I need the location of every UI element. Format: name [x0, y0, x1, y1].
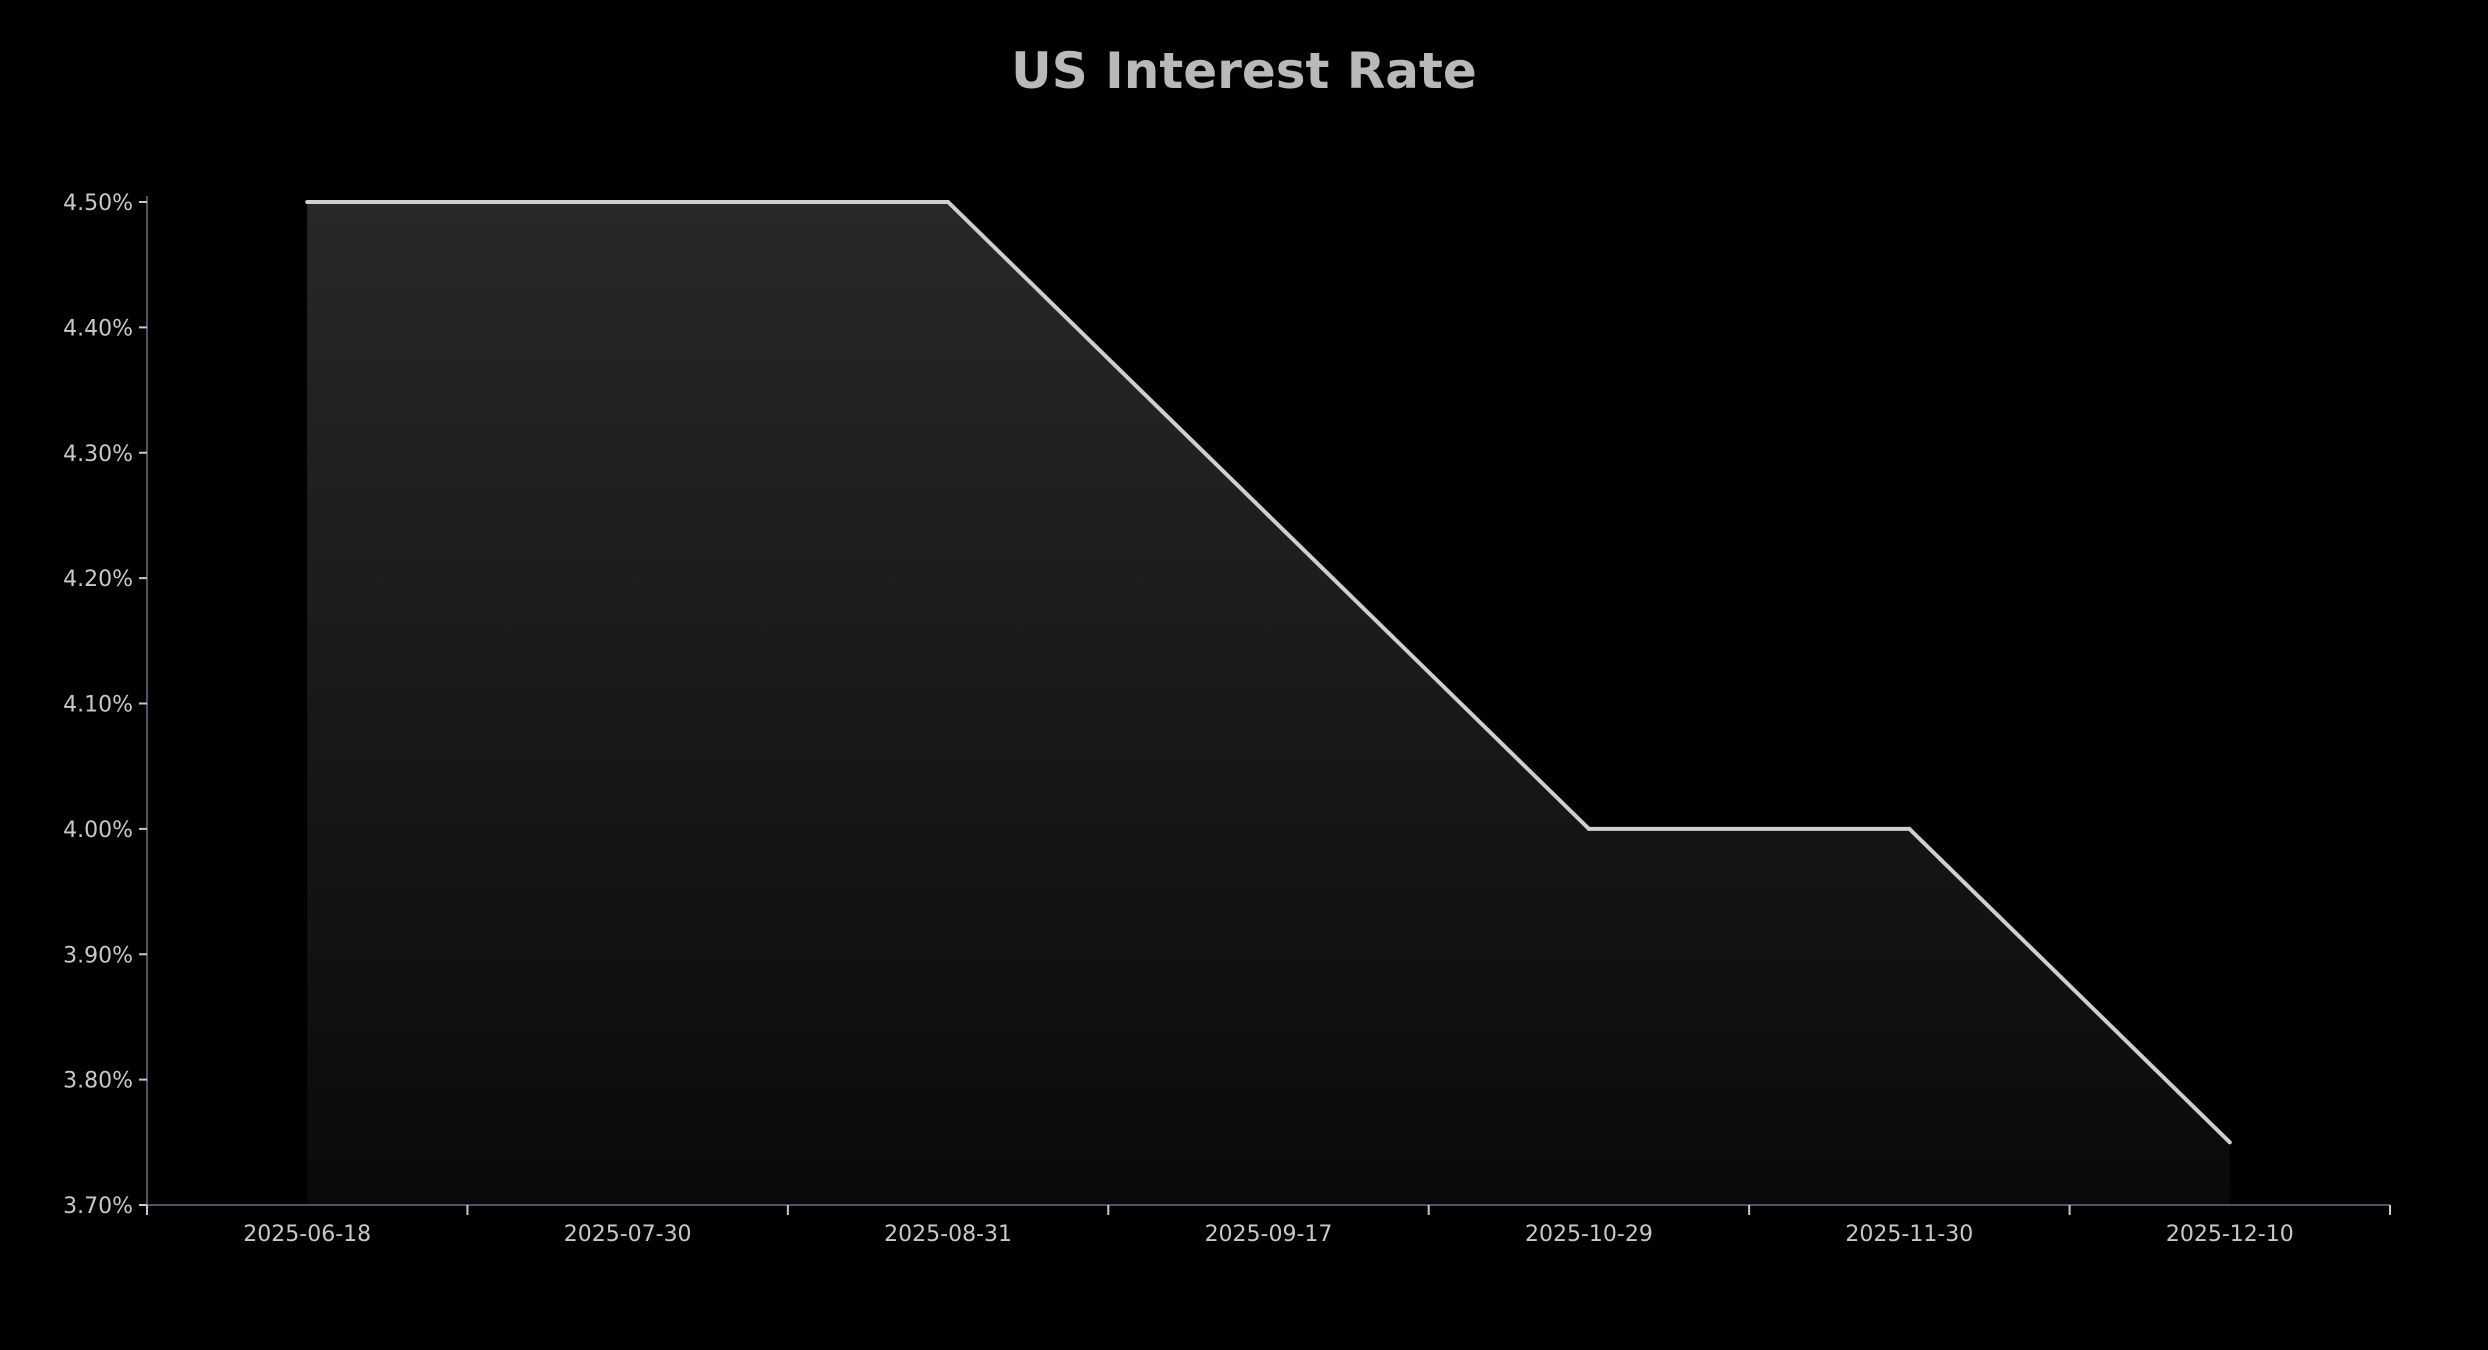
- x-tick-label: 2025-09-17: [1205, 1222, 1333, 1247]
- x-tick-label: 2025-12-10: [2166, 1222, 2294, 1247]
- axes-layer: 3.70% 3.80% 3.90% 4.00% 4.10% 4.20% 4.30% 4.40%…: [63, 191, 2391, 1247]
- data-point: [1907, 826, 1912, 831]
- x-tick-label: 2025-06-18: [243, 1222, 371, 1247]
- x-tick-label: 2025-07-30: [564, 1222, 692, 1247]
- y-tick-label: 3.90%: [63, 943, 133, 968]
- chart-title: US Interest Rate: [1011, 42, 1477, 100]
- x-tick-label: 2025-11-30: [1845, 1222, 1973, 1247]
- data-point: [625, 200, 630, 204]
- y-tick-label: 3.80%: [63, 1069, 133, 1094]
- x-tick-label: 2025-10-29: [1525, 1222, 1653, 1247]
- y-tick-label: 4.50%: [63, 191, 133, 216]
- data-point: [305, 200, 310, 204]
- x-tick-label: 2025-08-31: [884, 1222, 1012, 1247]
- y-tick-label: 4.10%: [63, 693, 133, 718]
- y-tick-label: 4.40%: [63, 316, 133, 341]
- area-layer: [307, 202, 2230, 1205]
- data-point: [1266, 513, 1271, 518]
- y-tick-label: 4.00%: [63, 818, 133, 843]
- y-tick-label: 3.70%: [63, 1194, 133, 1219]
- y-tick-label: 4.30%: [63, 442, 133, 467]
- data-point: [946, 200, 951, 204]
- y-tick-label: 4.20%: [63, 567, 133, 592]
- data-point: [1586, 826, 1591, 831]
- data-point: [2227, 1140, 2232, 1145]
- area-fill: [307, 202, 2230, 1205]
- points-layer: [305, 200, 2232, 1145]
